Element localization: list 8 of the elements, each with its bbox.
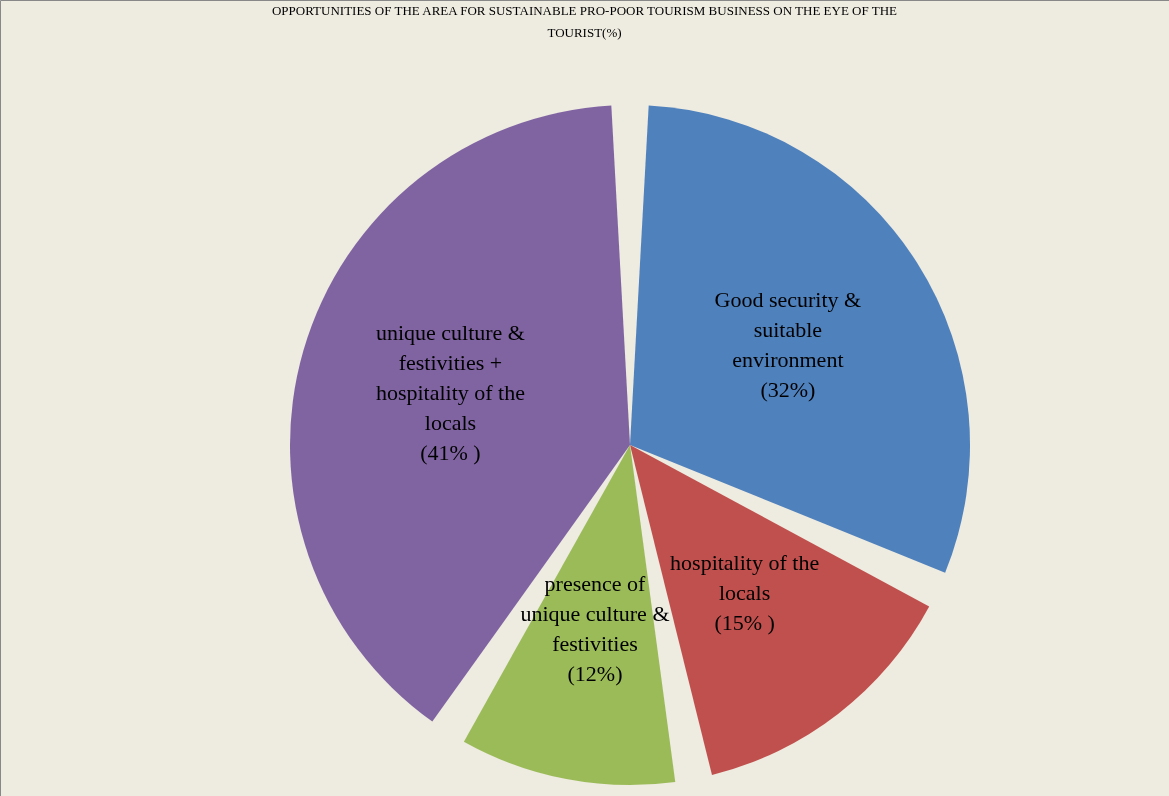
data-label: (32%) <box>760 376 816 402</box>
slice-label: hospitality of the locals <box>670 549 820 605</box>
slice-label: Good security & suitable environment <box>714 286 862 372</box>
data-label: (15% ) <box>714 609 775 635</box>
data-label: (41% ) <box>420 439 481 465</box>
slice-label: unique culture & festivities + hospitality of the locals <box>375 319 525 435</box>
chart-title: OPPORTUNITIES OF THE AREA FOR SUSTAINABLE PRO-POOR TOURISM BUSINESS ON THE EYE OF THE TOURIST(%) <box>271 3 898 40</box>
data-label: (12%) <box>567 660 623 686</box>
